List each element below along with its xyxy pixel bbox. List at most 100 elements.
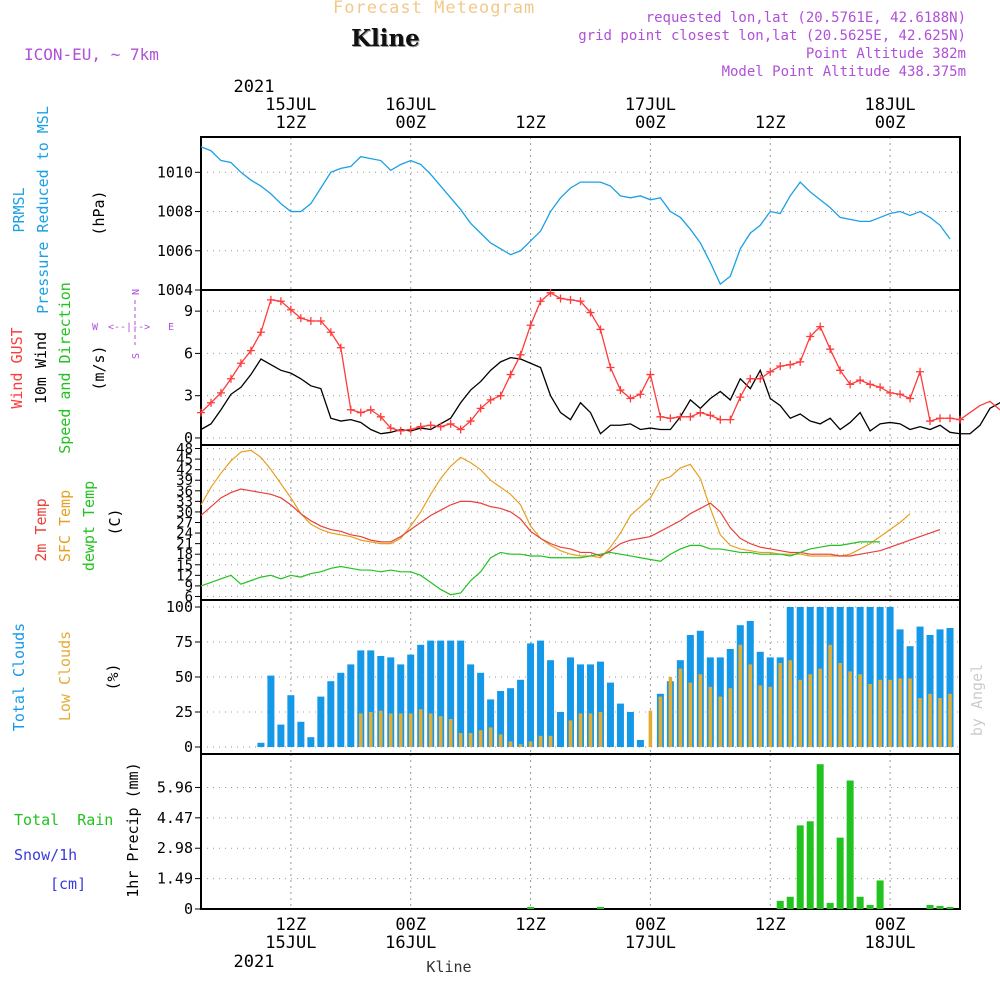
temp-2m-label: 2m Temp	[32, 498, 50, 561]
top-hour-label: 00Z	[875, 113, 906, 133]
wind-panel: 0 3 6 9	[184, 288, 1000, 447]
low-cloud-bar	[408, 713, 413, 747]
total-cloud-bar	[277, 724, 285, 747]
wind-gust-point	[296, 314, 305, 323]
low-cloud-bar	[918, 698, 922, 747]
low-cloud-bar	[718, 696, 723, 747]
wind-gust-point	[726, 415, 735, 424]
grid-coords: grid point closest lon,lat (20.5625E, 42…	[578, 28, 966, 44]
low-clouds-label: Low Clouds	[56, 631, 74, 721]
low-cloud-bar	[588, 713, 593, 747]
clouds-unit: (%)	[104, 663, 122, 690]
top-date-label: 17JUL	[625, 95, 676, 115]
wind-gust-point	[806, 332, 815, 341]
speed-direction-label: Speed and Direction	[56, 282, 74, 454]
bottom-hour-label: 00Z	[635, 915, 666, 935]
panel-frame	[200, 136, 961, 291]
bottom-date-label: 15JUL	[265, 933, 316, 953]
low-cloud-bar	[658, 696, 663, 747]
low-cloud-bar	[868, 684, 872, 747]
total-cloud-bar	[527, 643, 535, 747]
low-cloud-bar	[858, 674, 862, 747]
rain-bar	[806, 821, 814, 909]
low-cloud-bar	[388, 713, 393, 747]
low-cloud-bar	[528, 741, 533, 747]
requested-coords: requested lon,lat (20.5761E, 42.6188N)	[645, 10, 966, 26]
wind-gust-point	[396, 426, 405, 435]
wind-gust-point	[266, 295, 275, 304]
wind-gust-point	[316, 317, 325, 325]
total-cloud-bar	[626, 712, 634, 747]
y-tick-label: 27	[176, 516, 193, 532]
rain-bar	[876, 880, 884, 909]
top-hour-label: 12Z	[276, 113, 307, 133]
footer-location: Kline	[426, 958, 471, 976]
low-cloud-bar	[938, 698, 942, 747]
wind-gust-point	[606, 363, 615, 372]
rain-bar	[846, 780, 854, 909]
total-cloud-bar	[377, 656, 385, 747]
wind-gust-point	[426, 421, 435, 430]
wind-gust-point	[876, 383, 885, 392]
y-tick-label: 1008	[157, 203, 193, 221]
top-hour-label: 00Z	[395, 113, 426, 133]
low-cloud-bar	[888, 679, 892, 747]
wind-gust-point	[366, 405, 375, 414]
wind-gust-point	[626, 394, 635, 403]
wind-gust-point	[956, 415, 964, 424]
low-cloud-bar	[438, 716, 443, 747]
low-cloud-bar	[708, 686, 713, 747]
bottom-time-labels: 12Z 00Z 12Z 00Z 12Z 00Z 15JUL 16JUL 17JUL 18JUL	[265, 915, 915, 953]
total-cloud-bar	[606, 682, 614, 747]
wind-gust-point	[716, 415, 725, 424]
y-tick-label: 0	[184, 900, 193, 918]
bottom-date-label: 16JUL	[385, 933, 436, 953]
y-tick-label: 4.47	[157, 809, 193, 827]
y-tick-label: 75	[175, 633, 193, 651]
compass-arrows: <--|-->	[108, 322, 150, 333]
total-cloud-bar	[596, 661, 604, 747]
low-cloud-bar	[488, 727, 493, 747]
wind-gust-point	[686, 412, 695, 421]
total-cloud-bar	[517, 679, 525, 747]
rain-bar	[836, 837, 844, 909]
wind-gust-point	[206, 398, 215, 407]
low-cloud-bar	[458, 733, 463, 747]
low-cloud-bar	[448, 719, 453, 747]
rain-bar	[527, 906, 535, 909]
total-cloud-bar	[307, 737, 315, 747]
low-cloud-bar	[738, 644, 743, 747]
low-cloud-bar	[368, 712, 373, 747]
low-cloud-bar	[778, 663, 783, 747]
precip-unit: 1hr Precip (mm)	[124, 762, 142, 897]
wind-gust-point	[696, 408, 705, 417]
total-rain-label: Total Rain	[14, 811, 113, 829]
total-cloud-bar	[577, 664, 584, 747]
point-altitude: Point Altitude 382m	[805, 46, 966, 62]
wind-gust-point	[416, 422, 425, 431]
sfc-temp-label: SFC Temp	[56, 490, 74, 562]
total-cloud-bar	[337, 672, 345, 747]
pressure-line	[200, 146, 951, 286]
bottom-hour-label: 00Z	[875, 915, 906, 935]
y-tick-label: 9	[185, 579, 193, 595]
wind-gust-point	[636, 390, 645, 399]
total-cloud-bar	[447, 640, 455, 747]
low-cloud-bar	[758, 685, 763, 747]
wind-gust-point	[246, 346, 255, 355]
wind-gust-point	[676, 412, 685, 421]
sfc-temp-line	[200, 449, 911, 559]
total-cloud-bar	[946, 628, 954, 747]
wind-gust-point	[386, 424, 395, 433]
wind-unit: (m/s)	[90, 345, 108, 390]
wind-gust-point	[546, 288, 555, 297]
rain-bar	[826, 902, 834, 909]
total-cloud-bar	[616, 703, 624, 747]
total-cloud-bar	[257, 742, 265, 747]
rain-bar	[816, 764, 824, 909]
wind-gust-point	[886, 388, 895, 397]
wind-gust-point	[236, 359, 245, 368]
wind-gust-point	[906, 394, 915, 403]
total-cloud-bar	[477, 672, 485, 747]
